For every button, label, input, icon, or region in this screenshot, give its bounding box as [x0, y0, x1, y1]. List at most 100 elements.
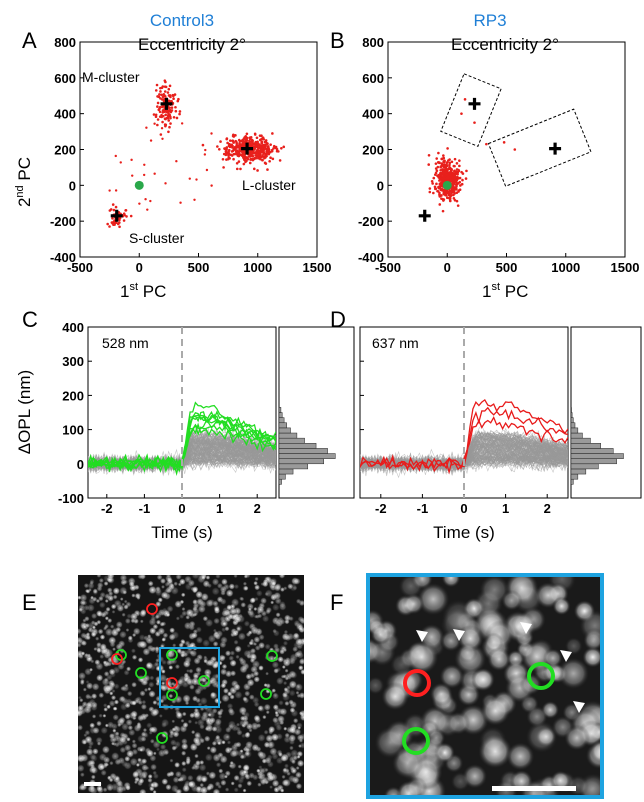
data-point — [231, 149, 235, 153]
data-point — [231, 139, 235, 143]
cone-spot — [98, 601, 106, 609]
data-point — [448, 196, 452, 200]
y-tick-label: -400 — [358, 250, 384, 265]
cone-spot — [263, 703, 272, 712]
cone-spot — [253, 675, 261, 683]
cone-spot — [152, 770, 158, 776]
cone-spot — [130, 648, 137, 654]
data-point — [457, 190, 460, 193]
cone-spot — [121, 612, 126, 618]
cone-spot — [150, 725, 159, 734]
data-point — [221, 157, 225, 161]
cone-spot — [173, 761, 181, 769]
data-point — [447, 171, 451, 175]
data-point — [225, 137, 229, 140]
cone-spot — [155, 585, 161, 592]
cone-spot — [281, 774, 286, 780]
cone-spot — [271, 603, 280, 612]
cone-spot — [160, 684, 169, 692]
cone-spot — [82, 624, 87, 629]
x-tick-label: 0 — [460, 501, 467, 516]
data-point — [449, 171, 453, 174]
cone-spot — [271, 692, 280, 700]
data-point — [445, 171, 449, 174]
data-point — [112, 220, 115, 224]
cone-spot — [80, 651, 86, 656]
cone-spot — [131, 654, 138, 661]
cone-spot — [180, 750, 187, 757]
data-point — [175, 116, 179, 120]
cone-spot — [82, 687, 88, 692]
y-tick-label: 400 — [54, 107, 76, 122]
cone-spot — [211, 586, 221, 596]
cone-spot — [287, 670, 297, 679]
cone-spot — [209, 745, 218, 755]
data-point — [248, 152, 251, 155]
x-tick-label: 500 — [496, 260, 518, 275]
y-tick-label: -200 — [358, 214, 384, 229]
data-point — [225, 151, 228, 155]
cone-spot — [199, 600, 207, 608]
cone-spot — [299, 711, 304, 717]
cone-spot — [230, 597, 240, 607]
cone-spot — [218, 654, 226, 663]
data-point — [266, 142, 269, 146]
cone-spot — [215, 761, 222, 768]
data-point — [456, 182, 460, 185]
data-point — [448, 163, 451, 167]
histogram-d — [570, 326, 642, 499]
data-point — [434, 167, 438, 170]
histogram-bar — [570, 463, 599, 470]
panel-b-title: RP3 — [473, 11, 506, 30]
cone-spot — [213, 605, 220, 613]
cone-spot — [234, 629, 240, 634]
data-point — [460, 182, 464, 186]
cone-spot — [102, 626, 108, 631]
cone-spot — [405, 776, 428, 797]
cone-spot — [79, 593, 88, 603]
cone-spot — [161, 621, 167, 627]
cone-spot — [132, 627, 141, 636]
data-point — [201, 143, 205, 147]
cone-spot — [100, 611, 107, 618]
cone-spot — [242, 788, 247, 793]
data-point — [163, 85, 167, 88]
cone-spot — [193, 612, 199, 617]
cone-spot — [140, 770, 149, 778]
cone-spot — [244, 740, 254, 750]
cone-spot — [220, 682, 227, 689]
data-point — [155, 83, 159, 87]
cone-spot — [501, 589, 523, 612]
data-point — [163, 123, 167, 126]
y-tick-label: 600 — [362, 71, 384, 86]
data-point — [258, 138, 262, 142]
cone-spot — [95, 720, 103, 727]
data-point — [163, 90, 167, 93]
cone-spot — [228, 583, 236, 590]
cone-spot — [135, 723, 143, 730]
cone-spot — [78, 603, 86, 612]
data-point — [513, 148, 517, 151]
cone-spot — [257, 664, 265, 672]
cone-spot — [199, 696, 209, 706]
data-point — [452, 197, 456, 200]
data-point — [138, 202, 141, 205]
cone-spot — [176, 647, 183, 654]
histogram-bar — [278, 417, 285, 424]
data-point — [445, 173, 449, 177]
cone-spot — [79, 753, 89, 763]
cone-spot — [100, 769, 108, 777]
cone-spot — [193, 753, 199, 759]
cone-spot — [267, 725, 276, 734]
cone-spot — [564, 636, 584, 656]
cone-spot — [149, 646, 157, 653]
cone-spot — [168, 693, 174, 699]
y-tick-label: 0 — [77, 457, 84, 472]
data-point — [178, 110, 182, 113]
data-point — [193, 198, 196, 202]
cone-spot — [158, 713, 163, 719]
cone-spot — [188, 668, 194, 674]
cone-spot — [95, 784, 104, 793]
histogram-bar — [278, 473, 286, 480]
data-point — [146, 208, 149, 211]
